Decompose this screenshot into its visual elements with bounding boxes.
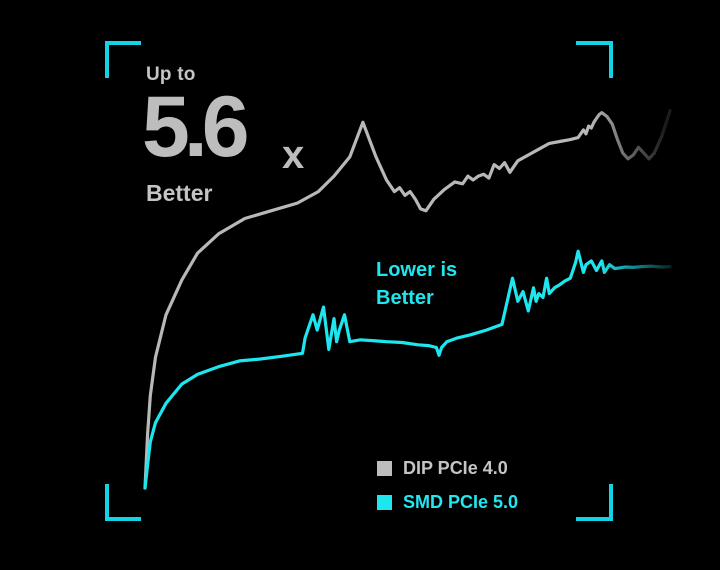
legend-swatch-dip (377, 460, 392, 476)
legend-item-smd: SMD PCIe 5.0 (377, 485, 518, 519)
headline-prefix: Up to (146, 64, 196, 85)
lower-is-better-annotation: Lower is Better (376, 256, 457, 312)
legend-label-dip: DIP PCIe 4.0 (403, 457, 508, 478)
frame-corner-bottom-right (576, 484, 613, 521)
legend-label-smd: SMD PCIe 5.0 (403, 491, 519, 512)
frame-corner-top-right (576, 41, 613, 78)
chart-legend: DIP PCIe 4.0 SMD PCIe 5.0 (377, 451, 518, 519)
annotation-line-1: Lower is (376, 259, 458, 281)
frame-corner-top-left (105, 41, 141, 78)
series-line-dip-pcie-4 (143, 109, 672, 490)
headline-suffix: Better (146, 180, 213, 206)
frame-corner-bottom-left (105, 484, 141, 521)
headline-value: 5.6 (142, 79, 250, 175)
annotation-line-2: Better (376, 287, 434, 309)
headline: Up to 5.6 x Better (142, 64, 304, 206)
legend-swatch-smd (377, 494, 392, 510)
legend-item-dip: DIP PCIe 4.0 (377, 451, 518, 485)
headline-unit: x (282, 133, 305, 177)
series-line-smd-pcie-5 (143, 249, 672, 490)
